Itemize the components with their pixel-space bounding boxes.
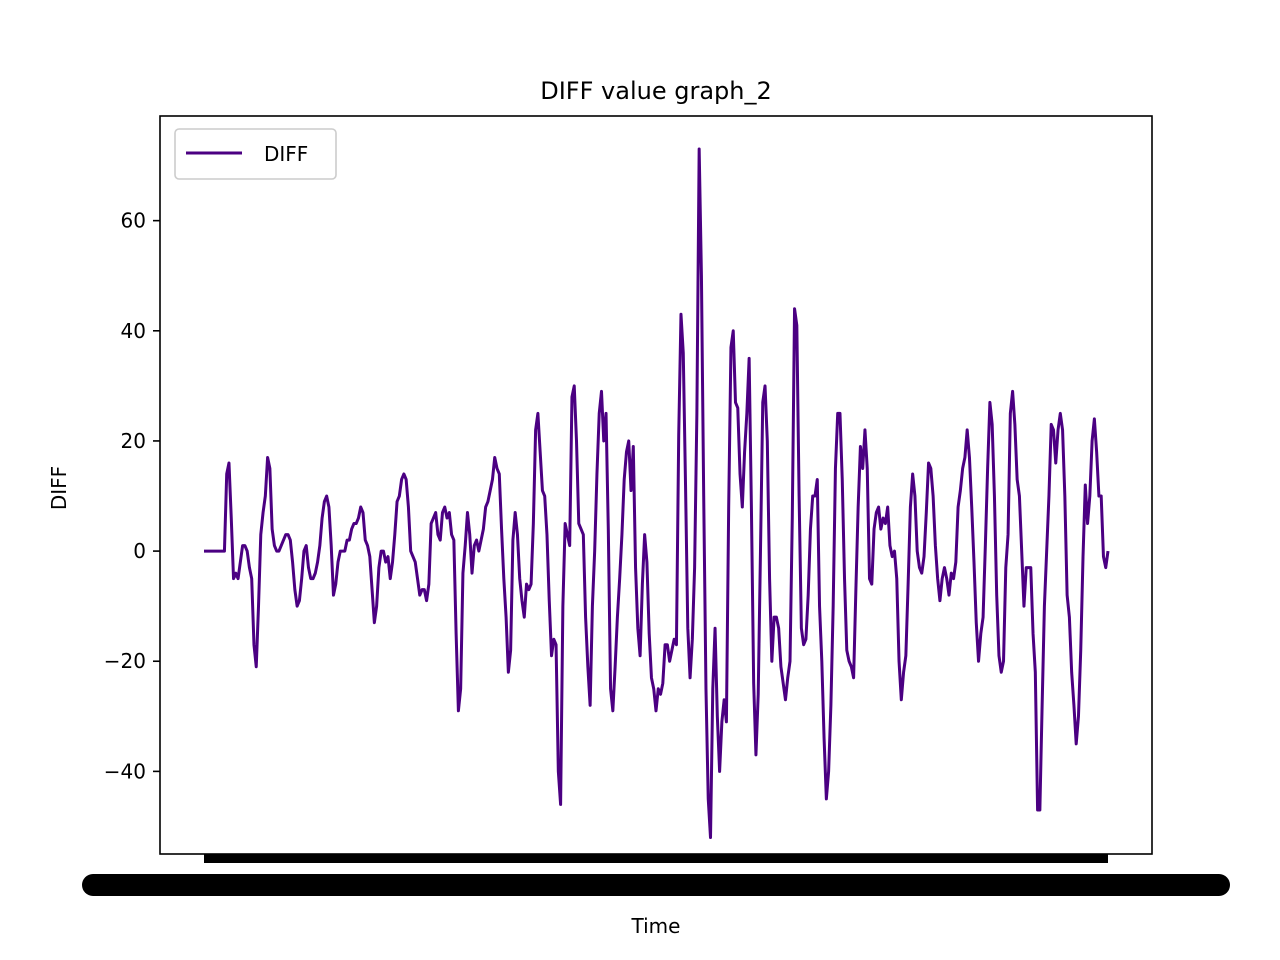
y-tick-label: 20 (121, 429, 146, 453)
chart-title: DIFF value graph_2 (540, 77, 772, 105)
legend-label: DIFF (264, 142, 308, 166)
y-tick-label: −20 (104, 649, 146, 673)
x-axis-ticks (82, 854, 1230, 896)
y-tick-label: 40 (121, 319, 146, 343)
y-tick-label: 0 (133, 539, 146, 563)
x-tick-marks-band (204, 854, 1108, 863)
series-layer (204, 147, 1110, 839)
x-axis-label: Time (631, 914, 681, 938)
legend-box (174, 128, 337, 180)
y-tick-label: −40 (104, 759, 146, 783)
y-axis-label: DIFF (47, 466, 71, 510)
series-line-diff (204, 147, 1110, 839)
plot-frame (159, 115, 1153, 855)
legend: DIFF (174, 128, 337, 180)
y-axis-ticks: −40 −20 0 20 40 60 (104, 209, 160, 783)
x-tick-labels-overlapping (82, 874, 1230, 896)
y-tick-label: 60 (121, 209, 146, 233)
